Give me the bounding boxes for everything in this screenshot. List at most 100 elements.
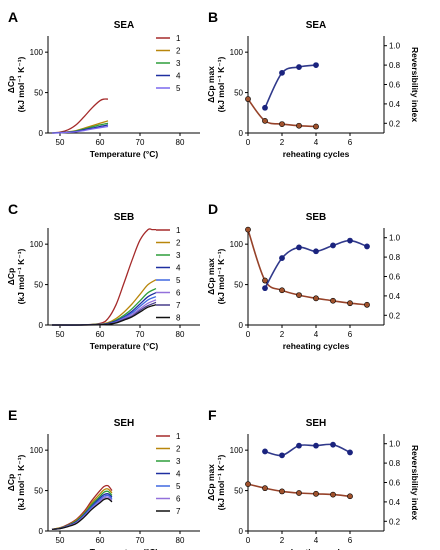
legend-label: 6 xyxy=(176,289,181,298)
legend-label: 1 xyxy=(176,226,181,235)
panel-title: SEA xyxy=(114,20,135,31)
data-point-right xyxy=(313,442,319,449)
x-tick-label: 6 xyxy=(348,330,353,339)
data-point-right xyxy=(279,69,285,76)
y2-tick-label: 0.2 xyxy=(389,517,401,526)
legend-label: 4 xyxy=(176,470,181,479)
y-tick-label: 100 xyxy=(30,48,44,57)
y2-tick-label: 0.6 xyxy=(389,81,401,90)
panel-d: D SEB 0 2 4 6 0 50 100 reheating cycles ΔCp max (kJ… xyxy=(206,201,401,351)
y-axis-label-group: ΔCp (kJ mol⁻¹ K⁻¹) xyxy=(6,454,26,510)
data-point-left xyxy=(262,277,268,284)
panel-letter: C xyxy=(8,201,18,217)
x-tick-label: 6 xyxy=(348,138,353,147)
y-tick-label: 50 xyxy=(234,487,243,496)
data-point-right xyxy=(279,255,285,261)
fit-curve-right xyxy=(264,443,351,457)
y-tick-label: 100 xyxy=(230,240,244,249)
data-point-right xyxy=(347,449,353,456)
y-tick-label: 50 xyxy=(234,89,243,98)
series-line-2 xyxy=(51,279,157,326)
y-tick-label: 100 xyxy=(230,446,244,455)
x-tick-label: 70 xyxy=(136,536,145,545)
y2-tick-label: 0.8 xyxy=(389,459,401,468)
panel-c: C SEB 50 60 70 80 0 50 100 Temperature (°C) ΔCp (kJ… xyxy=(6,201,200,351)
data-point-left xyxy=(262,485,268,492)
y2-tick-label: 0.8 xyxy=(389,61,401,70)
data-point-left xyxy=(296,292,302,298)
panel-f: F SEH 0 2 4 6 0 50 100 reheating cycles ΔCp max(kJ… xyxy=(206,407,420,550)
x-tick-label: 4 xyxy=(314,536,319,545)
y2-tick-label: 0.8 xyxy=(389,253,401,262)
x-axis-label: Temperature (°C) xyxy=(90,149,159,159)
legend-label: 7 xyxy=(176,301,181,310)
y-axis-label-units: (kJ mol⁻¹ K⁻¹) xyxy=(216,248,226,304)
y-axis-label-group: ΔCp max (kJ mol⁻¹ K⁻¹) xyxy=(206,56,226,112)
x-tick-label: 0 xyxy=(246,330,251,339)
x-axis-label: Temperature (°C) xyxy=(90,547,159,550)
x-tick-label: 80 xyxy=(176,536,185,545)
x-tick-label: 2 xyxy=(280,138,285,147)
x-tick-label: 0 xyxy=(246,536,251,545)
series-line-1 xyxy=(51,484,113,531)
y-axis-label-units: (kJ mol⁻¹ K⁻¹) xyxy=(16,454,26,510)
y-tick-label: 50 xyxy=(34,281,43,290)
legend-label: 3 xyxy=(176,251,181,260)
y-tick-label: 50 xyxy=(34,487,43,496)
data-point-left xyxy=(245,96,251,102)
data-point-left xyxy=(364,301,370,308)
data-point-left xyxy=(347,300,353,307)
fit-curve-right xyxy=(264,64,317,109)
data-point-right xyxy=(296,64,302,70)
x-tick-label: 50 xyxy=(56,330,65,339)
data-point-left xyxy=(347,493,353,500)
y2-axis-label: Reversibility index xyxy=(410,445,420,520)
legend-label: 5 xyxy=(176,482,181,491)
y-axis-label: ΔCp xyxy=(6,76,16,93)
legend-label: 3 xyxy=(176,457,181,466)
data-point-left xyxy=(313,123,319,130)
panel-letter: E xyxy=(8,407,17,423)
data-point-left xyxy=(279,488,285,495)
y2-tick-label: 1.0 xyxy=(389,42,401,51)
panel-title: SEA xyxy=(306,20,327,31)
series-line-1 xyxy=(51,98,109,134)
y2-axis-label-group: Reversibility index xyxy=(410,47,420,122)
y-tick-label: 100 xyxy=(230,48,244,57)
data-point-right xyxy=(279,452,285,459)
data-point-left xyxy=(313,490,319,497)
y2-tick-label: 1.0 xyxy=(389,440,401,449)
legend-label: 6 xyxy=(176,495,181,504)
y-tick-label: 100 xyxy=(30,446,44,455)
x-tick-label: 50 xyxy=(56,138,65,147)
panel-title: SEH xyxy=(114,418,135,429)
data-point-right xyxy=(296,442,302,449)
y-tick-label: 50 xyxy=(34,89,43,98)
x-tick-label: 50 xyxy=(56,536,65,545)
x-tick-label: 80 xyxy=(176,138,185,147)
y-axis-label: ΔCp xyxy=(6,474,16,491)
legend-label: 1 xyxy=(176,432,181,441)
series-line-8 xyxy=(51,304,157,326)
data-point-left xyxy=(296,490,302,496)
data-point-right xyxy=(262,104,268,111)
y-axis-label-units: (kJ mol⁻¹ K⁻¹) xyxy=(16,56,26,112)
data-point-left xyxy=(262,117,268,124)
data-point-left xyxy=(279,287,285,294)
y-axis-label-group: ΔCp max (kJ mol⁻¹ K⁻¹) xyxy=(206,248,226,304)
data-point-left xyxy=(296,122,302,129)
legend-label: 5 xyxy=(176,276,181,285)
y-axis-label-group: ΔCp (kJ mol⁻¹ K⁻¹) xyxy=(6,248,26,304)
y-axis-label-units: (kJ mol⁻¹ K⁻¹) xyxy=(216,454,226,510)
legend-label: 4 xyxy=(176,264,181,273)
y2-tick-label: 0.6 xyxy=(389,273,401,282)
y-axis-label: ΔCp max xyxy=(206,258,216,295)
y2-tick-label: 0.4 xyxy=(389,498,401,507)
y-tick-label: 0 xyxy=(39,129,44,138)
y-tick-label: 100 xyxy=(30,240,44,249)
data-point-right xyxy=(262,448,268,455)
series-line-7 xyxy=(51,497,113,531)
legend-label: 2 xyxy=(176,239,181,248)
x-axis-label: reheating cycles xyxy=(283,341,350,351)
